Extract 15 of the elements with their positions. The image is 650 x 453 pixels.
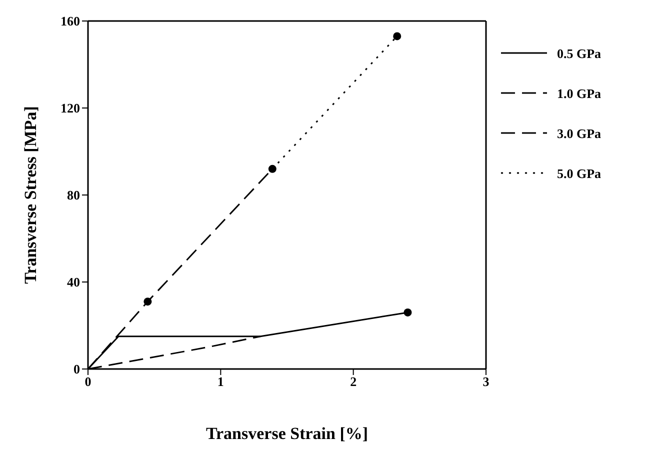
x-tick-label: 2 <box>350 374 357 390</box>
y-tick-label: 40 <box>67 274 80 290</box>
x-tick-label: 0 <box>84 374 92 390</box>
y-tick-label: 0 <box>74 362 80 377</box>
y-tick-label: 120 <box>60 100 80 116</box>
legend-label: 5.0 GPa <box>557 166 602 181</box>
x-tick-label: 3 <box>482 374 490 390</box>
x-axis-title: Transverse Strain [%] <box>206 424 368 443</box>
y-axis-title: Transverse Stress [MPa] <box>21 106 40 284</box>
legend-label: 0.5 GPa <box>557 46 602 61</box>
legend-label: 1.0 GPa <box>557 86 602 101</box>
legend-label: 3.0 GPa <box>557 126 602 141</box>
x-tick-label: 1 <box>217 374 224 390</box>
y-tick-label: 80 <box>67 188 80 203</box>
y-tick-label: 160 <box>60 14 80 29</box>
